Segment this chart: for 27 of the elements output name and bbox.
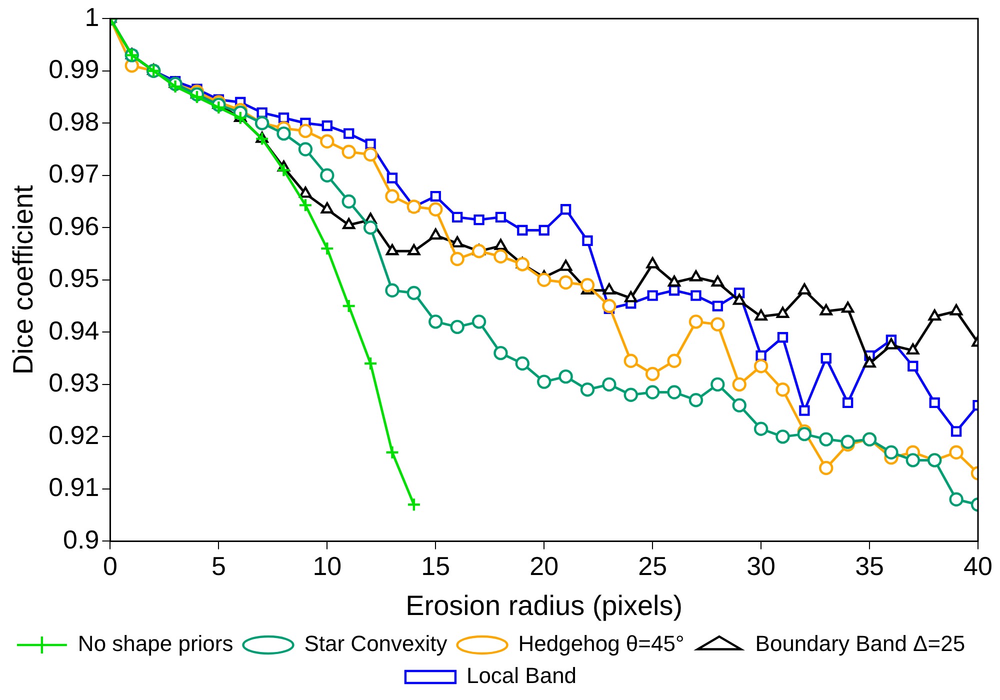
x-tick-label: 20 xyxy=(530,550,559,581)
y-tick-label: 0.99 xyxy=(48,54,100,84)
y-tick-label: 0.93 xyxy=(48,368,100,398)
legend-label: Star Convexity xyxy=(304,631,448,656)
legend-label: Boundary Band Δ=25 xyxy=(755,631,966,656)
legend-label: Local Band xyxy=(466,663,577,688)
x-tick-label: 15 xyxy=(421,550,450,581)
y-tick-label: 0.94 xyxy=(48,315,100,346)
y-tick-label: 0.92 xyxy=(48,420,100,450)
y-tick-label: 0.98 xyxy=(48,106,100,136)
x-tick-label: 10 xyxy=(312,550,342,581)
x-tick-label: 25 xyxy=(638,550,668,581)
y-tick-label: 0.91 xyxy=(48,472,100,502)
x-tick-label: 40 xyxy=(964,550,992,581)
x-tick-label: 0 xyxy=(102,550,118,581)
y-tick-label: 0.9 xyxy=(63,524,100,554)
y-tick-label: 0.97 xyxy=(48,158,100,189)
y-tick-label: 0.96 xyxy=(48,210,100,241)
x-tick-label: 35 xyxy=(855,550,884,581)
x-tick-label: 5 xyxy=(211,550,226,581)
y-tick-label: 1 xyxy=(84,2,100,32)
legend-label: No shape priors xyxy=(78,631,234,656)
y-tick-label: 0.95 xyxy=(48,263,100,294)
y-axis-title: Dice coefficient xyxy=(8,185,39,375)
x-axis-title: Erosion radius (pixels) xyxy=(406,590,683,621)
legend-label: Hedgehog θ=45° xyxy=(518,631,684,656)
x-tick-label: 30 xyxy=(746,550,776,581)
